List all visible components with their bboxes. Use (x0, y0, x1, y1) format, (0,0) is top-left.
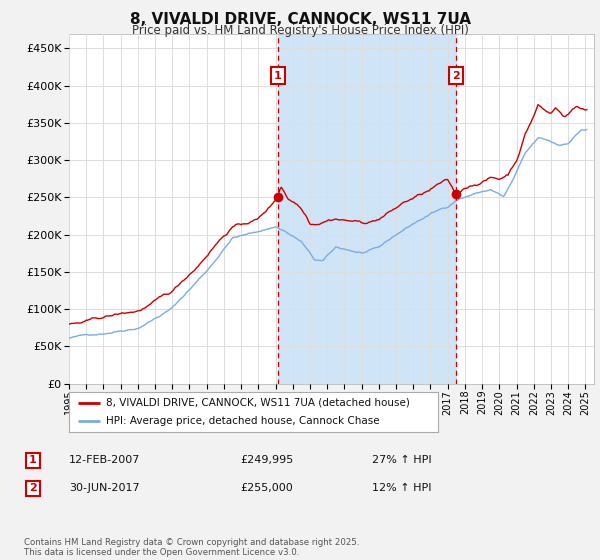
Text: £249,995: £249,995 (240, 455, 293, 465)
Text: 12% ↑ HPI: 12% ↑ HPI (372, 483, 431, 493)
Text: Price paid vs. HM Land Registry's House Price Index (HPI): Price paid vs. HM Land Registry's House … (131, 24, 469, 36)
Text: £255,000: £255,000 (240, 483, 293, 493)
Text: 1: 1 (29, 455, 37, 465)
Bar (278, 34, 456, 384)
Text: 12-FEB-2007: 12-FEB-2007 (69, 455, 140, 465)
Text: 30-JUN-2017: 30-JUN-2017 (69, 483, 140, 493)
Text: 1: 1 (274, 71, 281, 81)
Text: 2: 2 (452, 71, 460, 81)
Text: 8, VIVALDI DRIVE, CANNOCK, WS11 7UA (detached house): 8, VIVALDI DRIVE, CANNOCK, WS11 7UA (det… (106, 398, 410, 408)
Text: HPI: Average price, detached house, Cannock Chase: HPI: Average price, detached house, Cann… (106, 417, 380, 426)
Text: 2: 2 (29, 483, 37, 493)
Text: Contains HM Land Registry data © Crown copyright and database right 2025.
This d: Contains HM Land Registry data © Crown c… (24, 538, 359, 557)
Text: 8, VIVALDI DRIVE, CANNOCK, WS11 7UA: 8, VIVALDI DRIVE, CANNOCK, WS11 7UA (130, 12, 470, 27)
Text: 27% ↑ HPI: 27% ↑ HPI (372, 455, 431, 465)
